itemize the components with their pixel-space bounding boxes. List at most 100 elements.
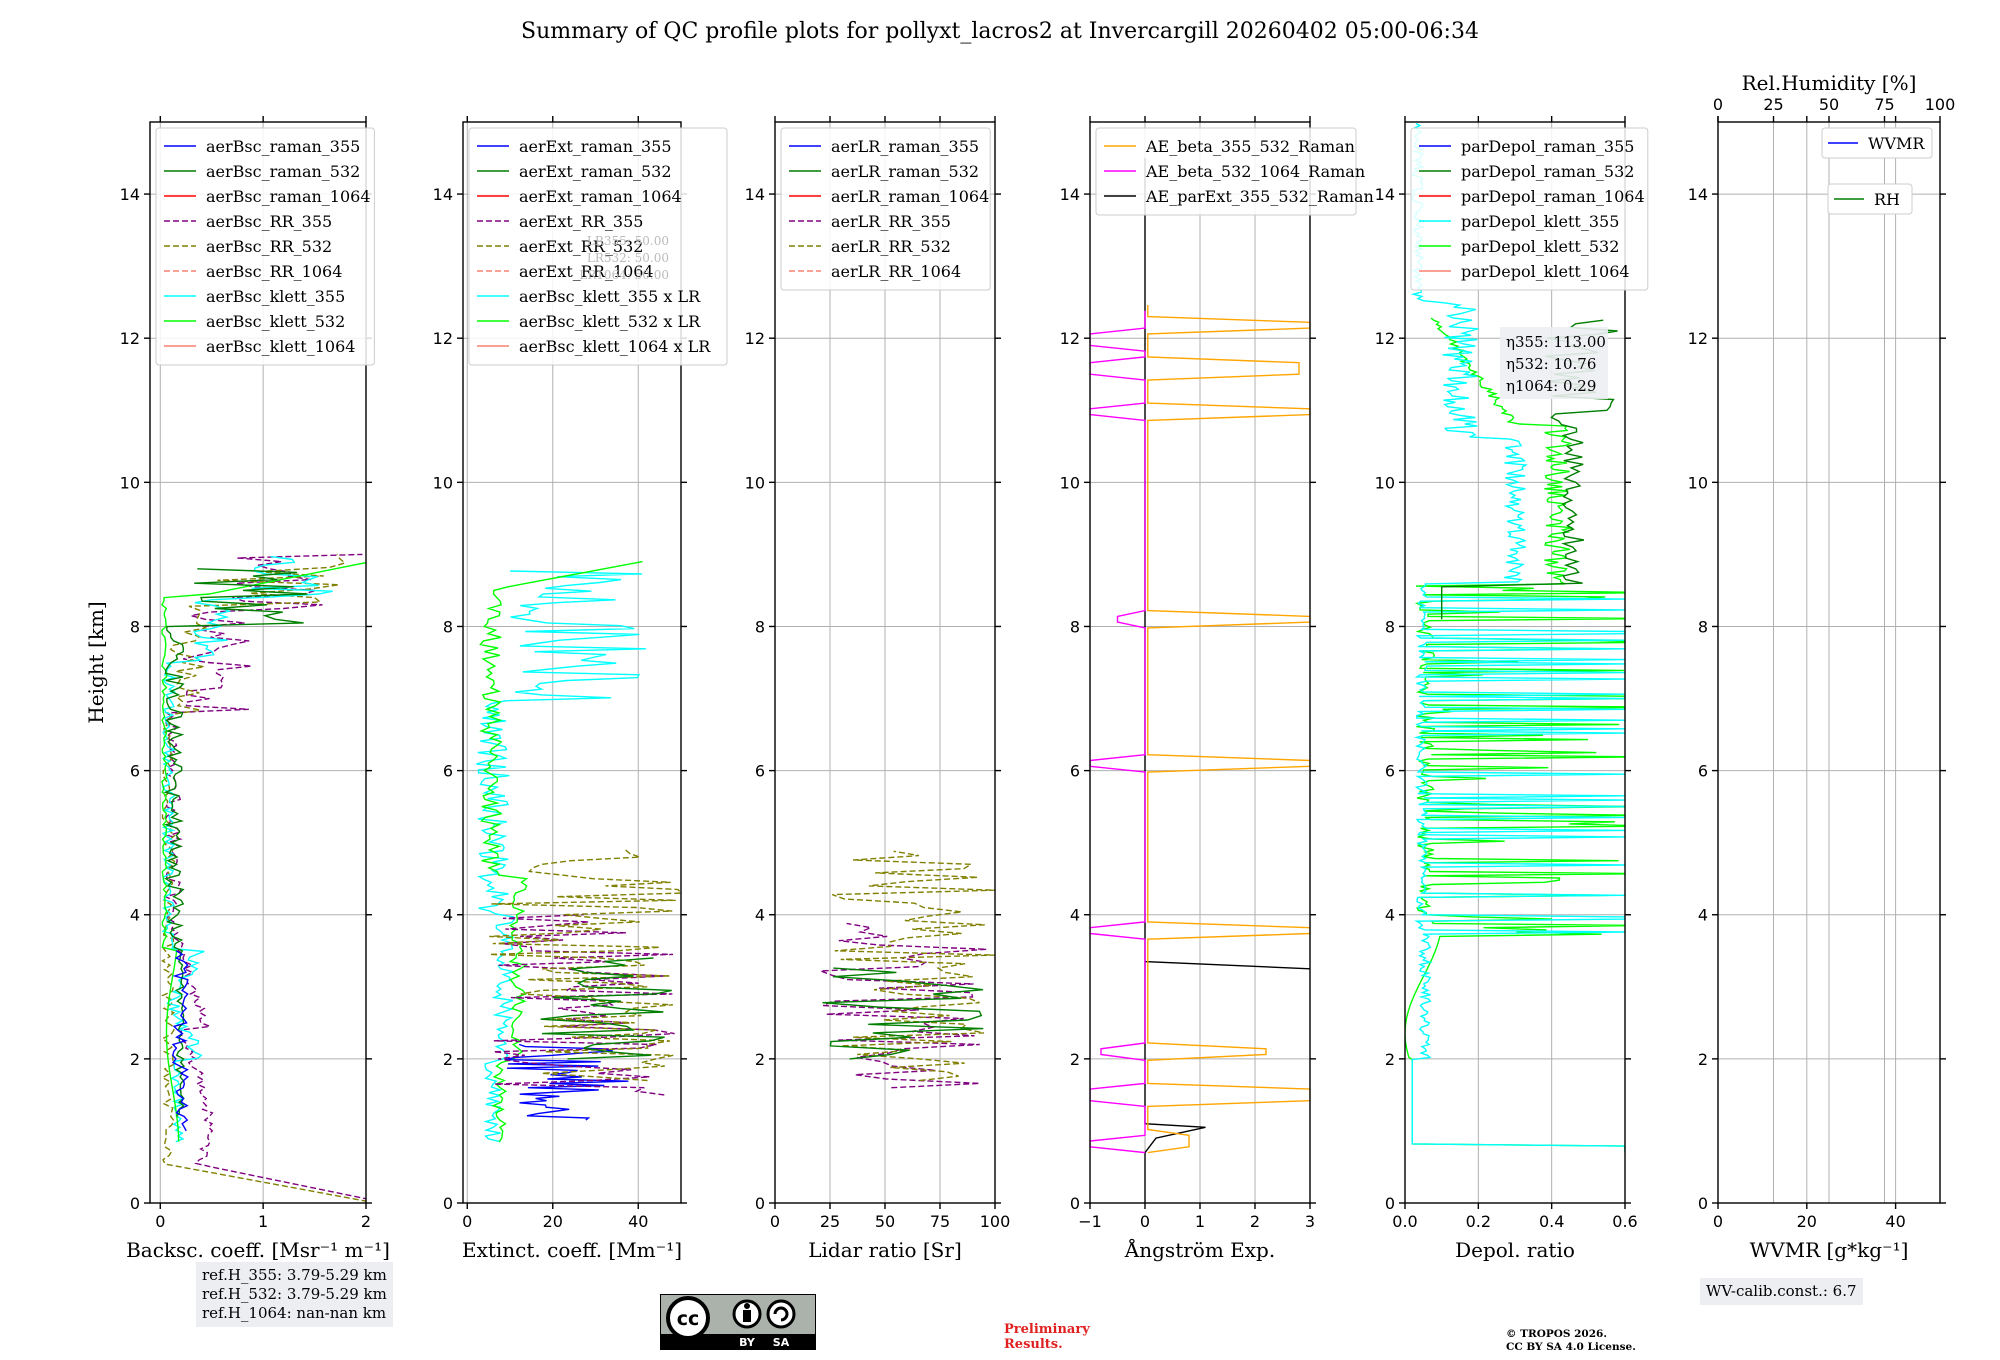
legend-entry: aerLR_raman_532 <box>831 162 979 181</box>
legend-entry: parDepol_raman_1064 <box>1461 187 1645 206</box>
reference-height-box: ref.H_355: 3.79-5.29 km ref.H_532: 3.79-… <box>196 1262 393 1327</box>
legend-box <box>155 127 375 366</box>
legend-entry: AE_beta_355_532_Raman <box>1145 137 1355 156</box>
legend-entry: aerLR_RR_355 <box>831 212 951 231</box>
tick-label-x: 100 <box>980 1212 1011 1231</box>
tick-label-y: 8 <box>443 617 453 636</box>
legend-entry: AE_beta_532_1064_Raman <box>1145 162 1365 181</box>
legend-entry: parDepol_klett_532 <box>1461 237 1619 256</box>
annotation-box <box>1500 327 1608 399</box>
legend-entry: parDepol_raman_532 <box>1461 162 1634 181</box>
legend-entry: aerBsc_klett_532 x LR <box>519 312 701 331</box>
legend-box <box>1095 127 1357 216</box>
tick-label-y: 2 <box>443 1050 453 1069</box>
tick-label-y: 6 <box>130 762 140 781</box>
tick-label-y: 4 <box>755 906 765 925</box>
axis-label-y: Height [km] <box>84 601 108 723</box>
axis-label-x: Backsc. coeff. [Msr⁻¹ m⁻¹] <box>126 1238 390 1262</box>
tick-label-y: 14 <box>120 185 140 204</box>
trace-lime <box>161 561 366 1142</box>
tick-label-y: 4 <box>1070 906 1080 925</box>
axis-label-x: Ångström Exp. <box>1124 1237 1275 1262</box>
tick-label-x: 0.4 <box>1539 1212 1564 1231</box>
legend-entry: aerBsc_RR_1064 <box>206 262 342 281</box>
axis-label-x: Lidar ratio [Sr] <box>808 1238 962 1262</box>
tick-label-y: 12 <box>745 329 765 348</box>
tick-label-x: 0 <box>770 1212 780 1231</box>
axes-frame-bsc <box>149 121 367 1204</box>
axis-label-x: Extinct. coeff. [Mm⁻¹] <box>462 1238 682 1262</box>
tick-label-y: 14 <box>433 185 453 204</box>
trace-magenta <box>1090 310 1146 1154</box>
copyright-line-2: CC BY SA 4.0 License. <box>1506 1341 1636 1353</box>
trace-olive <box>832 850 995 1082</box>
cc-badge-by: BY <box>739 1336 756 1349</box>
legend-entry: aerBsc_raman_532 <box>206 162 360 181</box>
tick-label-y: 10 <box>1688 473 1708 492</box>
tick-label-y: 6 <box>1698 762 1708 781</box>
tick-label-y: 2 <box>130 1050 140 1069</box>
legend-box <box>1827 183 1913 215</box>
trace-lime <box>479 560 643 1143</box>
cc-by-sa-icon: cc BY SA <box>659 1293 817 1351</box>
tick-label-y: 14 <box>745 185 765 204</box>
tick-label-y: 12 <box>1688 329 1708 348</box>
preliminary-line-1: Preliminary <box>1004 1322 1090 1337</box>
tick-label-x2: 75 <box>1874 95 1894 114</box>
tick-label-y: 10 <box>433 473 453 492</box>
axis-label-x: WVMR [g*kg⁻¹] <box>1750 1238 1909 1262</box>
tick-label-y: 8 <box>1698 617 1708 636</box>
tick-label-x: 40 <box>628 1212 648 1231</box>
tick-label-x: 0 <box>462 1212 472 1231</box>
traces-lr <box>820 850 995 1089</box>
tick-label-x: 3 <box>1305 1212 1315 1231</box>
ref-height-355: ref.H_355: 3.79-5.29 km <box>202 1266 387 1284</box>
tick-label-x: 1 <box>1195 1212 1205 1231</box>
wv-calibration-box: WV-calib.const.: 6.7 <box>1700 1278 1863 1305</box>
trace-orange <box>1147 305 1310 1154</box>
trace-green <box>540 957 672 1060</box>
legend-entry: aerExt_raman_1064 <box>519 187 682 206</box>
chart-panel-dep: 0 2 4 6 8 10 12 14 0.0 0.2 0.4 0.6 Depol. ratio parDe… <box>1375 116 1649 1262</box>
trace-blue <box>171 950 190 1132</box>
trace-blue <box>504 1043 629 1121</box>
axis-label-x2: Rel.Humidity [%] <box>1742 71 1917 95</box>
chart-panel-lr: 0 2 4 6 8 10 12 14 0 25 50 75 100 Lidar ratio [Sr] aer… <box>745 116 1011 1262</box>
legend-entry: aerBsc_raman_355 <box>206 137 360 156</box>
tick-label-y: 4 <box>130 906 140 925</box>
tick-label-y: 8 <box>130 617 140 636</box>
tick-label-y: 2 <box>1385 1050 1395 1069</box>
tick-label-y: 0 <box>130 1194 140 1213</box>
legend-entry: aerLR_RR_1064 <box>831 262 961 281</box>
tick-label-x2: 25 <box>1763 95 1783 114</box>
tick-label-y: 10 <box>745 473 765 492</box>
legend-lr: aerLR_raman_355 aerLR_raman_532 aerLR_rama… <box>780 127 991 291</box>
tick-label-y: 0 <box>1385 1194 1395 1213</box>
legend-box <box>780 127 991 291</box>
preliminary-line-2: Results. <box>1004 1337 1063 1352</box>
legend-entry: parDepol_raman_355 <box>1461 137 1634 156</box>
annotation-line: LR355: 50.00 <box>587 234 669 248</box>
tick-label-y: 10 <box>1375 473 1395 492</box>
legend-box <box>1821 127 1933 159</box>
legend-entry: aerExt_raman_355 <box>519 137 672 156</box>
legend-entry: aerBsc_klett_355 x LR <box>519 287 701 306</box>
legend-ae: AE_beta_355_532_Raman AE_beta_532_1064_Ra… <box>1095 127 1374 216</box>
tick-label-x: 50 <box>875 1212 895 1231</box>
legend-entry: aerExt_raman_532 <box>519 162 672 181</box>
chart-panel-wv: 0 2 4 6 8 10 12 14 0 20 40 0 25 50 75 100 Rel.Humidity [… <box>1688 71 1956 1262</box>
legend-entry: AE_parExt_355_532_Raman <box>1145 187 1374 206</box>
legend-entry: aerBsc_klett_1064 <box>206 337 355 356</box>
tick-label-y: 6 <box>443 762 453 781</box>
traces-bsc <box>161 553 366 1202</box>
tick-label-y: 8 <box>1385 617 1395 636</box>
tick-label-y: 8 <box>1070 617 1080 636</box>
trace-olive <box>161 553 366 1202</box>
tick-label-y: 14 <box>1688 185 1708 204</box>
tick-label-x: 20 <box>543 1212 563 1231</box>
ref-height-532: ref.H_532: 3.79-5.29 km <box>202 1285 387 1303</box>
preliminary-note: Preliminary Results. <box>1004 1322 1090 1352</box>
legend-entry: aerBsc_klett_532 <box>206 312 345 331</box>
chart-panel-ext: 0 2 4 6 8 10 12 14 0 20 40 Extinct. coeff. [Mm⁻¹] ae… <box>433 116 728 1262</box>
